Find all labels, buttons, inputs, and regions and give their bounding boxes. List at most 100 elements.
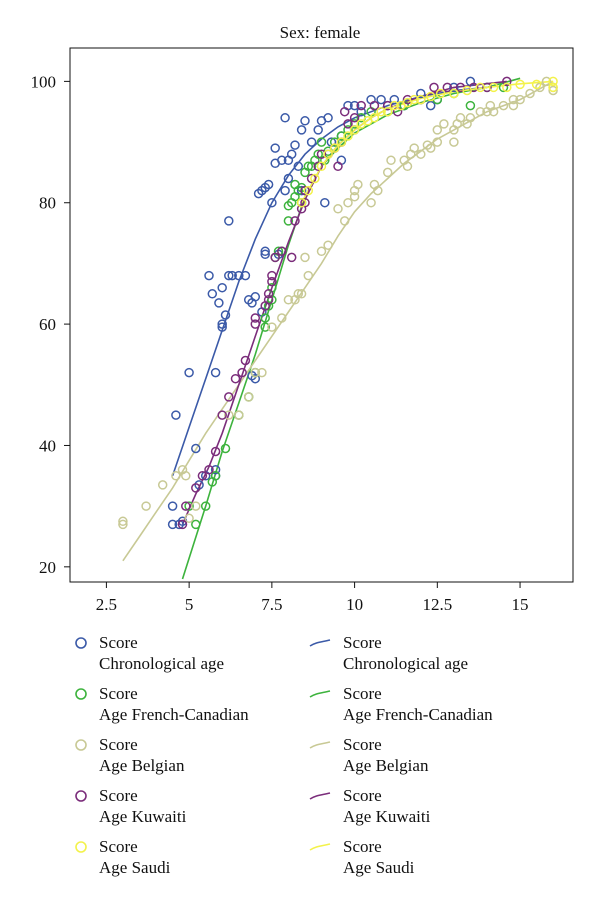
data-point xyxy=(210,471,221,481)
data-point xyxy=(286,252,297,263)
data-point xyxy=(488,82,499,93)
data-point xyxy=(502,76,512,87)
data-point xyxy=(224,392,234,402)
data-point xyxy=(296,289,307,299)
data-point xyxy=(336,131,347,141)
chart-title: Sex: female xyxy=(280,23,361,42)
data-point xyxy=(220,310,231,320)
data-point xyxy=(210,367,221,378)
data-point xyxy=(349,100,360,111)
data-point xyxy=(449,88,459,99)
data-point xyxy=(277,246,287,257)
data-point xyxy=(250,319,261,329)
data-point xyxy=(243,392,254,402)
legend-label-line1: Score xyxy=(343,633,382,652)
data-point xyxy=(267,197,277,208)
data-point xyxy=(316,149,327,159)
data-point xyxy=(482,82,492,93)
data-point xyxy=(191,483,201,493)
data-point xyxy=(217,410,227,420)
data-point xyxy=(267,276,277,287)
data-point xyxy=(171,410,181,420)
legend-label-line2: Chronological age xyxy=(99,654,224,673)
data-point xyxy=(531,79,542,90)
data-point xyxy=(425,100,436,111)
fit-lines xyxy=(122,77,554,580)
data-point xyxy=(157,480,168,490)
legend-marker-point xyxy=(75,739,87,751)
data-point xyxy=(260,246,270,257)
data-point xyxy=(508,100,519,111)
data-point xyxy=(349,113,360,123)
data-point xyxy=(329,143,340,153)
data-point xyxy=(376,106,386,117)
data-point xyxy=(449,137,459,147)
data-point xyxy=(313,125,323,135)
data-point xyxy=(356,106,366,117)
data-point xyxy=(339,216,350,226)
data-point xyxy=(442,82,453,93)
data-point xyxy=(382,106,393,117)
data-point xyxy=(313,149,323,159)
legend-marker-line xyxy=(309,843,331,851)
legend-marker-point xyxy=(75,841,87,853)
data-point xyxy=(296,125,307,135)
data-point xyxy=(329,137,340,147)
data-point xyxy=(224,216,234,226)
data-point xyxy=(382,167,393,178)
data-point xyxy=(234,410,244,420)
legend-label-line2: Chronological age xyxy=(343,654,468,673)
data-point xyxy=(260,249,270,260)
data-point xyxy=(548,76,558,87)
data-point xyxy=(263,295,274,305)
data-point xyxy=(277,313,287,323)
legend-label-line2: Age Belgian xyxy=(343,756,429,775)
data-point xyxy=(177,519,188,530)
data-point xyxy=(250,313,261,323)
data-point xyxy=(409,143,419,153)
data-point xyxy=(300,185,310,196)
plot-frame xyxy=(69,47,574,583)
legend-label-line1: Score xyxy=(99,684,138,703)
data-point xyxy=(382,100,393,111)
data-point xyxy=(250,292,261,302)
fit-line-1 xyxy=(181,77,521,580)
legend-label-line1: Score xyxy=(343,837,382,856)
x-tick-label: 5 xyxy=(185,595,194,614)
legend-marker-line xyxy=(309,792,331,800)
data-point xyxy=(349,119,360,129)
data-point xyxy=(548,82,558,93)
data-point xyxy=(343,131,353,141)
data-point xyxy=(323,113,333,123)
data-point xyxy=(257,367,267,378)
data-point xyxy=(263,289,274,299)
data-point xyxy=(210,446,221,457)
data-point xyxy=(373,185,383,196)
data-point xyxy=(502,82,512,93)
y-tick-label: 20 xyxy=(39,558,56,577)
data-point xyxy=(184,513,194,524)
data-point xyxy=(290,140,300,150)
data-point xyxy=(508,94,519,105)
data-point xyxy=(204,270,214,281)
legend-marker-line xyxy=(309,741,331,749)
data-point xyxy=(343,119,353,129)
data-point xyxy=(525,88,535,99)
data-point xyxy=(200,501,211,511)
data-point xyxy=(343,197,353,208)
data-point xyxy=(343,125,353,135)
data-point xyxy=(316,161,327,172)
data-point xyxy=(191,501,201,511)
legend-marker-line xyxy=(309,639,331,647)
data-point xyxy=(485,100,496,111)
data-point xyxy=(515,79,525,90)
y-tick-label: 40 xyxy=(39,436,56,455)
data-point xyxy=(270,252,280,263)
data-point xyxy=(435,88,446,99)
data-point xyxy=(429,82,439,93)
data-point xyxy=(323,149,333,159)
data-point xyxy=(333,204,343,214)
data-point xyxy=(191,519,201,530)
data-point xyxy=(286,149,297,159)
